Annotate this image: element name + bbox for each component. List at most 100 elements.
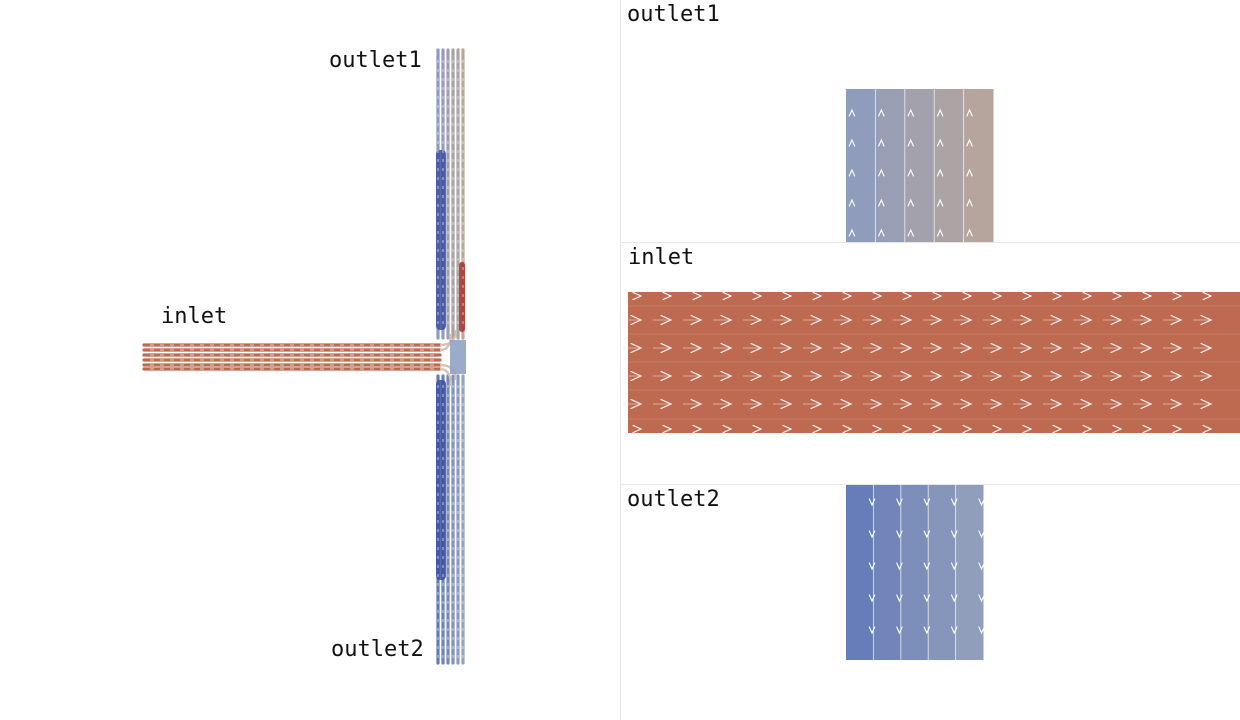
outlet1-velocity-arrow bbox=[878, 198, 885, 207]
outlet2-low-velocity-zone bbox=[436, 380, 446, 580]
outlet2-velocity-arrow bbox=[950, 594, 958, 603]
outlet2-velocity-arrow bbox=[923, 626, 931, 635]
outlet2-velocity-arrow bbox=[950, 498, 958, 507]
outlet2-velocity-arrow bbox=[923, 530, 931, 539]
inlet-velocity-arrow bbox=[1082, 291, 1093, 301]
inlet-velocity-arrow bbox=[1052, 291, 1063, 301]
outlet1-panel[interactable]: outlet1 bbox=[621, 0, 1240, 242]
outlet1-flow-band bbox=[846, 89, 876, 242]
outlet1-velocity-arrow bbox=[936, 108, 944, 117]
outlet2-velocity-arrow bbox=[868, 626, 876, 635]
outlet1-flow-band bbox=[875, 89, 906, 242]
inlet-velocity-arrow bbox=[1112, 291, 1123, 301]
inlet-velocity-arrow bbox=[992, 424, 1003, 434]
t-junction-streamlines bbox=[142, 48, 466, 665]
inlet-velocity-arrow bbox=[992, 291, 1003, 301]
outlet2-velocity-arrow bbox=[896, 594, 903, 603]
outlet1-velocity-arrow bbox=[878, 168, 885, 177]
inlet-velocity-arrow bbox=[902, 291, 913, 301]
outlet2-flow-band bbox=[846, 485, 874, 660]
inlet-panel-title: inlet bbox=[628, 245, 695, 270]
outlet2-flow-band bbox=[928, 485, 957, 660]
inlet-velocity-arrow bbox=[692, 291, 703, 301]
outlet1-velocity-arrow bbox=[878, 108, 885, 117]
inlet-velocity-arrow bbox=[1022, 291, 1033, 301]
inlet-velocity-arrow bbox=[1022, 424, 1033, 434]
outlet2-velocity-arrow bbox=[896, 498, 903, 507]
outlet1-velocity-arrow bbox=[848, 108, 856, 117]
inlet-velocity-arrow bbox=[962, 424, 973, 434]
panel-divider-top[interactable] bbox=[621, 242, 1240, 243]
outlet1-velocity-arrow bbox=[907, 108, 914, 117]
inlet-velocity-arrow bbox=[812, 291, 823, 301]
outlet2-velocity-arrow bbox=[868, 594, 876, 603]
inlet-velocity-arrow bbox=[782, 291, 793, 301]
inlet-velocity-arrow bbox=[1112, 424, 1123, 434]
inlet-panel[interactable]: inlet bbox=[621, 243, 1240, 484]
inlet-velocity-arrow bbox=[1142, 291, 1153, 301]
outlet2-flow-band bbox=[873, 485, 902, 660]
outlet2-velocity-arrow bbox=[868, 562, 876, 571]
outlet1-velocity-arrow bbox=[936, 138, 944, 147]
inlet-label-main: inlet bbox=[161, 304, 228, 329]
inlet-velocity-arrow bbox=[662, 424, 673, 434]
junction-hub bbox=[450, 340, 466, 374]
outlet2-velocity-arrow bbox=[978, 498, 985, 507]
outlet1-velocity-arrow bbox=[966, 138, 973, 147]
outlet2-panel[interactable]: outlet2 bbox=[621, 485, 1240, 720]
outlet2-velocity-arrow bbox=[923, 498, 931, 507]
inlet-flow-closeup bbox=[623, 291, 1240, 434]
outlet2-label-main: outlet2 bbox=[331, 637, 424, 662]
inlet-velocity-arrow bbox=[1052, 424, 1063, 434]
outlet1-velocity-arrow bbox=[966, 198, 973, 207]
inlet-velocity-arrow bbox=[722, 291, 733, 301]
inlet-velocity-arrow bbox=[722, 424, 733, 434]
outlet2-velocity-arrow bbox=[923, 594, 931, 603]
outlet1-velocity-arrow bbox=[966, 108, 973, 117]
main-flow-view[interactable]: outlet1 inlet outlet2 bbox=[0, 0, 620, 720]
inlet-velocity-arrow bbox=[902, 424, 913, 434]
outlet2-velocity-arrow bbox=[950, 530, 958, 539]
outlet2-velocity-arrow bbox=[868, 530, 876, 539]
outlet2-velocity-arrow bbox=[978, 562, 985, 571]
inlet-velocity-arrow bbox=[752, 291, 763, 301]
inlet-velocity-arrow bbox=[1082, 424, 1093, 434]
outlet1-panel-title: outlet1 bbox=[627, 2, 720, 27]
outlet1-velocity-arrow bbox=[936, 228, 944, 237]
outlet1-velocity-arrow bbox=[848, 198, 856, 207]
panel-divider-bottom[interactable] bbox=[621, 484, 1240, 485]
inlet-velocity-arrow bbox=[1172, 291, 1183, 301]
inlet-velocity-arrow bbox=[962, 291, 973, 301]
outlet2-velocity-arrow bbox=[896, 562, 903, 571]
outlet1-velocity-arrow bbox=[907, 228, 914, 237]
inlet-velocity-arrow bbox=[812, 424, 823, 434]
outlet1-velocity-arrow bbox=[966, 168, 973, 177]
viewport-divider-vertical[interactable] bbox=[620, 0, 621, 720]
outlet2-flow-band bbox=[955, 485, 984, 660]
inlet-velocity-arrow bbox=[662, 291, 673, 301]
outlet1-velocity-arrow bbox=[936, 198, 944, 207]
outlet2-velocity-arrow bbox=[923, 562, 931, 571]
inlet-velocity-arrow bbox=[872, 424, 883, 434]
outlet2-velocity-arrow bbox=[978, 626, 985, 635]
inlet-velocity-arrow bbox=[842, 291, 853, 301]
inlet-velocity-arrow bbox=[872, 291, 883, 301]
outlet2-velocity-arrow bbox=[950, 626, 958, 635]
outlet1-label-main: outlet1 bbox=[329, 48, 422, 73]
outlet2-velocity-arrow bbox=[896, 626, 903, 635]
inlet-velocity-arrow bbox=[842, 424, 853, 434]
inlet-velocity-arrow bbox=[932, 424, 943, 434]
outlet1-velocity-arrow bbox=[848, 138, 856, 147]
outlet1-flow-closeup bbox=[846, 89, 994, 242]
inlet-velocity-arrow bbox=[1202, 424, 1213, 434]
outlet1-velocity-arrow bbox=[907, 138, 914, 147]
inlet-velocity-arrow bbox=[632, 424, 643, 434]
outlet2-flow-closeup bbox=[846, 485, 985, 660]
outlet2-velocity-arrow bbox=[978, 530, 985, 539]
inlet-velocity-arrow bbox=[1202, 291, 1213, 301]
inlet-velocity-arrow bbox=[1142, 424, 1153, 434]
outlet1-velocity-arrow bbox=[966, 228, 973, 237]
outlet1-velocity-arrow bbox=[848, 228, 856, 237]
outlet1-velocity-arrow bbox=[878, 228, 885, 237]
outlet1-low-velocity-zone bbox=[436, 150, 446, 330]
